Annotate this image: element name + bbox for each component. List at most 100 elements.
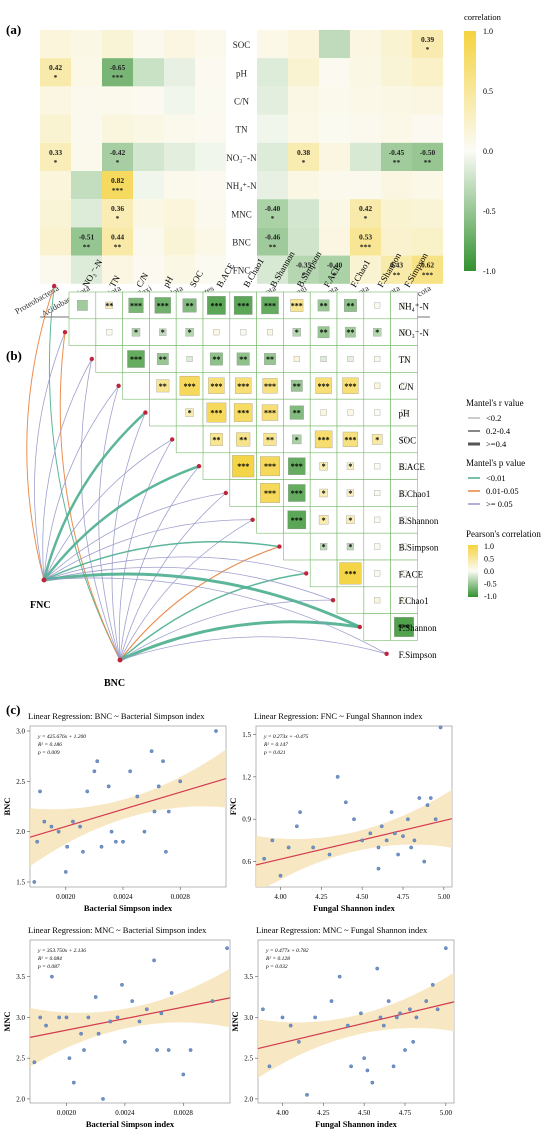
data-label: 0.33 xyxy=(49,148,62,157)
row-label: FNC xyxy=(233,266,251,276)
heatmap-cell-fungi xyxy=(257,199,288,228)
y-axis-label: MNC xyxy=(2,1011,12,1031)
heatmap-cell-bacteria xyxy=(102,255,133,284)
matrix-square xyxy=(105,301,113,309)
heatmap-cell-bacteria xyxy=(102,114,133,143)
data-point xyxy=(379,824,384,829)
x-tick-label: 0.0020 xyxy=(57,1109,77,1117)
data-label: 0.53 xyxy=(359,232,372,241)
matrix-square xyxy=(374,382,381,389)
matrix-square xyxy=(374,302,381,309)
row-label: NO₃⁻-N xyxy=(399,328,430,338)
data-point xyxy=(422,859,427,864)
significance-stars: * xyxy=(375,435,379,444)
matrix-square xyxy=(314,430,333,449)
link-endpoint xyxy=(330,598,336,603)
data-label: 0.42 xyxy=(49,63,62,72)
data-point xyxy=(391,1064,396,1069)
matrix-square xyxy=(236,432,251,447)
significance-stars: *** xyxy=(264,489,276,498)
matrix-square xyxy=(347,355,354,362)
matrix-square xyxy=(207,296,226,315)
data-point xyxy=(288,1023,293,1028)
matrix-square xyxy=(127,350,145,368)
heatmap-cell-bacteria xyxy=(133,30,164,59)
matrix-square xyxy=(371,434,383,445)
matrix-cell xyxy=(149,398,177,427)
significance-stars: ** xyxy=(239,355,247,364)
heatmap-cell-bacteria xyxy=(71,255,102,284)
data-label: 0.62 xyxy=(421,261,434,270)
colorbar-tick: -1.0 xyxy=(484,592,497,601)
matrix-square xyxy=(346,543,354,551)
heatmap-cell-bacteria xyxy=(195,58,226,87)
data-point xyxy=(78,824,82,829)
matrix-square xyxy=(346,515,355,524)
data-point xyxy=(42,819,47,824)
p-label: p = 0.087 xyxy=(37,964,60,970)
matrix-square xyxy=(400,543,407,550)
data-point xyxy=(38,1015,43,1020)
significance-stars: * xyxy=(188,409,192,418)
heatmap-cell-bacteria xyxy=(164,199,195,228)
heatmap-cell-bacteria xyxy=(133,114,164,143)
row-label: NO₃⁻-N xyxy=(226,153,257,163)
heatmap-cell-fungi xyxy=(319,142,350,171)
data-point xyxy=(178,779,183,784)
data-label: -0.40 xyxy=(265,204,281,213)
heatmap-cell-bacteria xyxy=(195,86,226,115)
x-tick-label: 4.00 xyxy=(274,893,287,901)
heatmap-cell-fungi xyxy=(350,199,381,228)
matrix-square xyxy=(374,489,381,496)
data-point xyxy=(261,1007,265,1012)
data-point xyxy=(82,1048,86,1052)
heatmap-cell-fungi xyxy=(412,255,443,284)
mantel-link-fnc xyxy=(34,332,66,581)
significance-stars: * xyxy=(348,462,352,471)
heatmap-cell-fungi xyxy=(350,86,381,115)
matrix-square xyxy=(374,355,381,362)
heatmap-cell-bacteria xyxy=(133,58,164,87)
data-point xyxy=(406,817,410,822)
data-point xyxy=(96,1031,101,1036)
heatmap-cell-bacteria xyxy=(102,58,133,87)
significance-stars: * xyxy=(302,271,306,280)
heatmap-cell-fungi xyxy=(319,114,350,143)
significance-stars: * xyxy=(134,328,138,337)
data-point xyxy=(411,1040,416,1044)
heatmap-cell-fungi xyxy=(350,30,381,59)
node-label-bnc: BNC xyxy=(104,678,125,689)
matrix-square xyxy=(347,409,354,416)
matrix-square xyxy=(342,377,359,394)
matrix-square xyxy=(264,353,276,365)
mantel-link-bnc xyxy=(59,332,121,661)
data-point xyxy=(375,966,380,971)
significance-stars: ** xyxy=(83,242,91,251)
matrix-square xyxy=(262,378,278,394)
significance-stars: * xyxy=(188,328,192,337)
matrix-square xyxy=(288,484,306,502)
significance-stars: *** xyxy=(398,623,410,632)
matrix-square xyxy=(319,488,328,498)
data-point xyxy=(99,844,104,849)
heatmap-cell-fungi xyxy=(381,58,412,87)
matrix-square xyxy=(346,489,354,497)
heatmap-cell-fungi xyxy=(381,171,412,200)
data-point xyxy=(135,794,140,799)
heatmap-cell-fungi xyxy=(288,227,319,256)
mantel-link-bnc xyxy=(119,465,200,661)
matrix-square xyxy=(315,377,332,394)
heatmap-cell-bacteria xyxy=(164,86,195,115)
data-point xyxy=(106,784,111,789)
heatmap-cell-fungi xyxy=(319,227,350,256)
link-endpoint xyxy=(62,330,68,335)
data-point xyxy=(32,880,37,884)
link-endpoint xyxy=(357,624,362,630)
matrix-square xyxy=(320,409,327,416)
matrix-square xyxy=(290,298,304,312)
mantel-link-fnc xyxy=(42,411,147,581)
fit-line xyxy=(29,777,227,838)
row-label: pH xyxy=(236,68,248,78)
data-point xyxy=(408,1007,412,1012)
data-point xyxy=(159,1011,164,1016)
